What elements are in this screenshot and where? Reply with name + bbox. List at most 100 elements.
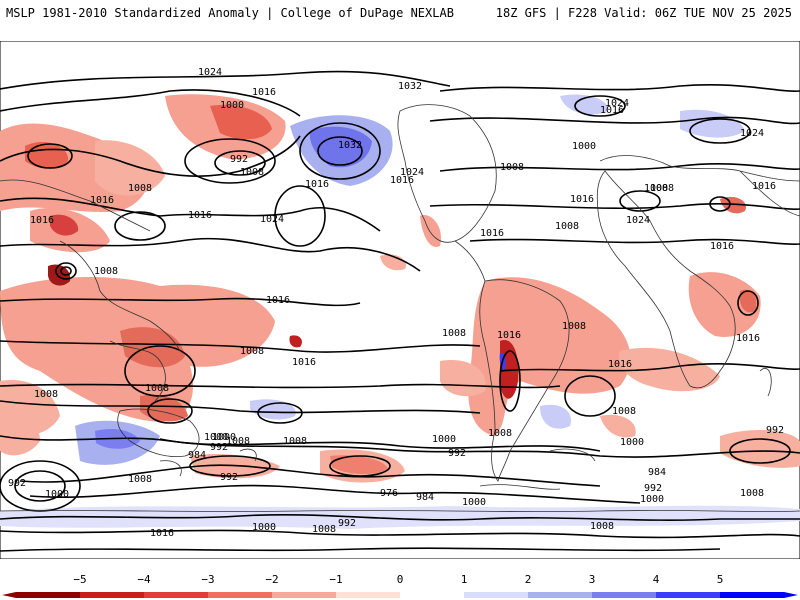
colorbar-swatch [144, 592, 209, 598]
isobar-label: 1008 [34, 389, 58, 400]
colorbar-swatch [464, 592, 529, 598]
colorbar-swatches [2, 592, 798, 598]
isobar-label: 1000 [462, 497, 486, 508]
isobars [0, 70, 800, 552]
isobar-label: 1008 [312, 524, 336, 535]
isobar-label: 1008 [488, 428, 512, 439]
colorbar-swatch [208, 592, 273, 598]
isobar-label: 1008 [94, 266, 118, 277]
isobar-label: 1000 [572, 141, 596, 152]
colorbar-swatch [16, 592, 81, 598]
isobar-label: 1016 [305, 179, 329, 190]
colorbar-tick-label: 4 [653, 573, 660, 586]
colorbar-swatch [400, 592, 465, 598]
colorbar-swatch [336, 592, 401, 598]
colorbar-swatch [720, 592, 785, 598]
isobar-label: 1024 [605, 98, 629, 109]
isobar-label: 1016 [390, 175, 414, 186]
colorbar-min-arrow [2, 592, 16, 598]
isobar-label: 1008 [590, 521, 614, 532]
isobar-label: 1008 [283, 436, 307, 447]
isobar-label: 1008 [145, 383, 169, 394]
isobar-label: 1016 [736, 333, 760, 344]
isobar-label: 1000 [212, 432, 236, 443]
isobar-label: 1000 [252, 522, 276, 533]
isobar-label: 1016 [600, 105, 624, 116]
isobar-labels: 1024 1016 1000 992 1008 1016 1008 1016 1… [8, 67, 784, 539]
isobar-label: 1032 [338, 140, 362, 151]
colorbar-max-arrow [784, 592, 798, 598]
isobar-label: 1008 [500, 162, 524, 173]
isobar-label: 1016 [150, 528, 174, 539]
isobar-label: 1016 [30, 215, 54, 226]
isobar-label: 1016 [90, 195, 114, 206]
isobar-label: 1008 [650, 183, 674, 194]
colorbar-swatch [272, 592, 337, 598]
isobar-label: 984 [188, 450, 206, 461]
isobar-label: 1008 [442, 328, 466, 339]
isobar-label: 1032 [398, 81, 422, 92]
isobar-label: 1008 [644, 183, 668, 194]
colorbar-tick-label: 1 [461, 573, 468, 586]
run-valid-time: 18Z GFS | F228 Valid: 06Z TUE NOV 25 202… [495, 6, 792, 20]
isobar-label: 1016 [497, 330, 521, 341]
isobar-label: 1000 [204, 432, 228, 443]
colorbar-tick-label: −4 [137, 573, 151, 586]
colorbar-swatch [656, 592, 721, 598]
colorbar-swatch [80, 592, 145, 598]
coastlines [0, 104, 800, 512]
isobar-label: 1016 [710, 241, 734, 252]
colorbar-swatch [528, 592, 593, 598]
isobar-label: 1024 [198, 67, 222, 78]
isobar-label: 1024 [400, 167, 424, 178]
isobar-label: 1008 [612, 406, 636, 417]
isobar-label: 992 [210, 442, 228, 453]
anomaly-map: 1024 1016 1000 992 1008 1016 1008 1016 1… [0, 41, 800, 559]
isobar-label: 1008 [555, 221, 579, 232]
isobar-label: 1000 [620, 437, 644, 448]
isobar-label: 1008 [740, 488, 764, 499]
isobar-label: 1024 [626, 215, 650, 226]
isobar-label: 1000 [640, 494, 664, 505]
isobar-label: 984 [648, 467, 666, 478]
isobar-label: 1016 [188, 210, 212, 221]
isobar-label: 992 [448, 448, 466, 459]
isobar-label: 1000 [45, 489, 69, 500]
isobar-label: 1008 [226, 436, 250, 447]
colorbar-tick-label: 2 [525, 573, 532, 586]
isobar-label: 992 [338, 518, 356, 529]
isobar-label: 1016 [570, 194, 594, 205]
isobar-label: 1008 [562, 321, 586, 332]
colorbar-tick-label: −2 [265, 573, 278, 586]
colorbar-tick-label: 5 [717, 573, 724, 586]
isobar-label: 984 [416, 492, 434, 503]
isobar-label: 1008 [240, 167, 264, 178]
isobar-label: 1000 [220, 100, 244, 111]
chart-title: MSLP 1981-2010 Standardized Anomaly | Co… [6, 6, 454, 20]
isobar-label: 1016 [480, 228, 504, 239]
colorbar-tick-label: −5 [73, 573, 86, 586]
isobar-label: 992 [220, 472, 238, 483]
isobar-label: 1016 [252, 87, 276, 98]
colorbar-ticks: −5 −4 −3 −2 −1 0 1 2 3 4 5 [73, 573, 723, 586]
isobar-label: 1016 [608, 359, 632, 370]
isobar-label: 1000 [432, 434, 456, 445]
isobar-label: 1024 [260, 214, 284, 225]
colorbar-swatch [592, 592, 657, 598]
isobar-label: 992 [766, 425, 784, 436]
isobar-label: 976 [380, 488, 398, 499]
isobar-label: 1008 [128, 183, 152, 194]
isobar-label: 1016 [292, 357, 316, 368]
isobar-label: 1024 [740, 128, 764, 139]
colorbar-tick-label: −1 [329, 573, 342, 586]
isobar-label: 992 [644, 483, 662, 494]
isobar-label: 1008 [240, 346, 264, 357]
isobar-label: 992 [230, 154, 248, 165]
colorbar-tick-label: −3 [201, 573, 214, 586]
isobar-label: 1016 [752, 181, 776, 192]
isobar-label: 992 [8, 478, 26, 489]
colorbar-tick-label: 0 [397, 573, 404, 586]
isobar-label: 1008 [128, 474, 152, 485]
colorbar: −5 −4 −3 −2 −1 0 1 2 3 4 5 [2, 573, 798, 598]
colorbar-tick-label: 3 [589, 573, 596, 586]
